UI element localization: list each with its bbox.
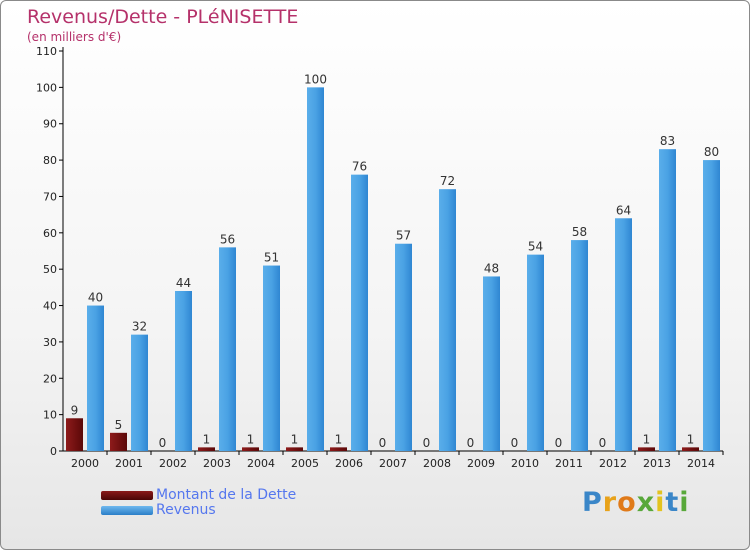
data-label-revenus: 48 (484, 261, 499, 275)
x-tick-label: 2006 (335, 457, 363, 470)
x-tick-label: 2011 (555, 457, 583, 470)
bar-dette (66, 418, 83, 451)
x-tick-label: 2013 (643, 457, 671, 470)
y-tick-label: 10 (43, 409, 57, 422)
logo-letter: i (655, 487, 666, 518)
y-tick-label: 30 (43, 336, 57, 349)
legend-item-revenus: Revenus (101, 502, 216, 518)
legend-item-dette: Montant de la Dette (101, 487, 296, 503)
bar-dette (286, 447, 303, 451)
legend-swatch-dette (101, 490, 153, 500)
data-label-dette: 0 (159, 436, 167, 450)
x-tick-label: 2010 (511, 457, 539, 470)
bar-revenus (659, 149, 676, 451)
x-tick-label: 2007 (379, 457, 407, 470)
logo-letter: o (617, 487, 637, 518)
x-tick-label: 2008 (423, 457, 451, 470)
data-label-revenus: 54 (528, 240, 543, 254)
legend-swatch-revenus (101, 505, 153, 515)
x-tick-label: 2012 (599, 457, 627, 470)
y-tick-label: 90 (43, 118, 57, 131)
bar-revenus (87, 305, 104, 451)
y-tick-label: 100 (36, 81, 57, 94)
x-tick-label: 2001 (115, 457, 143, 470)
data-label-dette: 0 (599, 436, 607, 450)
data-label-revenus: 51 (264, 251, 279, 265)
x-tick-label: 2009 (467, 457, 495, 470)
logo-letter: P (582, 487, 603, 518)
x-tick-label: 2003 (203, 457, 231, 470)
x-tick-label: 2002 (159, 457, 187, 470)
data-label-dette: 9 (71, 403, 79, 417)
bar-revenus (483, 276, 500, 451)
data-label-dette: 1 (687, 432, 695, 446)
bar-revenus (263, 265, 280, 451)
data-label-dette: 0 (423, 436, 431, 450)
y-tick-label: 0 (50, 445, 57, 458)
data-label-dette: 1 (643, 432, 651, 446)
bar-revenus (351, 174, 368, 452)
bar-dette (638, 447, 655, 451)
chart-subtitle: (en milliers d'€) (27, 30, 122, 44)
x-tick-label: 2000 (71, 457, 99, 470)
bar-revenus (131, 334, 148, 451)
data-label-revenus: 72 (440, 174, 455, 188)
bar-dette (198, 447, 215, 451)
bar-revenus (527, 254, 544, 451)
data-label-revenus: 40 (88, 291, 103, 305)
y-tick-label: 60 (43, 227, 57, 240)
data-label-revenus: 32 (132, 320, 147, 334)
data-label-revenus: 57 (396, 229, 411, 243)
y-tick-label: 70 (43, 190, 57, 203)
data-label-dette: 0 (379, 436, 387, 450)
data-label-revenus: 58 (572, 225, 587, 239)
legend-label-dette: Montant de la Dette (156, 487, 297, 503)
y-tick-label: 20 (43, 372, 57, 385)
x-tick-label: 2004 (247, 457, 275, 470)
bar-revenus (571, 240, 588, 451)
proxiti-logo: Proxiti (582, 487, 690, 518)
bar-revenus (703, 160, 720, 451)
data-label-dette: 0 (511, 436, 519, 450)
data-label-revenus: 44 (176, 276, 191, 290)
bar-dette (682, 447, 699, 451)
data-label-dette: 1 (291, 432, 299, 446)
y-tick-label: 50 (43, 263, 57, 276)
y-tick-label: 80 (43, 154, 57, 167)
bar-dette (110, 432, 127, 451)
bar-revenus (439, 189, 456, 451)
data-label-dette: 0 (467, 436, 475, 450)
data-label-dette: 0 (555, 436, 563, 450)
logo-letter: r (602, 487, 618, 518)
data-label-dette: 1 (203, 432, 211, 446)
data-label-revenus: 64 (616, 203, 631, 217)
data-label-revenus: 80 (704, 145, 719, 159)
bar-revenus (307, 87, 324, 451)
data-label-revenus: 83 (660, 134, 675, 148)
logo-letter: t (665, 487, 680, 518)
data-label-dette: 1 (247, 432, 255, 446)
bar-dette (242, 447, 259, 451)
bar-revenus (615, 218, 632, 451)
data-label-dette: 1 (335, 432, 343, 446)
data-label-revenus: 100 (304, 72, 327, 86)
bar-revenus (175, 291, 192, 451)
logo-letter: x (636, 487, 656, 518)
y-tick-label: 110 (36, 45, 57, 58)
data-label-dette: 5 (115, 418, 123, 432)
logo-letter: i (679, 487, 690, 518)
x-tick-label: 2014 (687, 457, 715, 470)
bar-revenus (395, 243, 412, 451)
data-label-revenus: 56 (220, 232, 235, 246)
y-tick-label: 40 (43, 300, 57, 313)
legend-label-revenus: Revenus (156, 502, 216, 518)
bar-dette (330, 447, 347, 451)
x-tick-label: 2005 (291, 457, 319, 470)
chart-title: Revenus/Dette - PLéNISETTE (27, 6, 299, 28)
bar-revenus (219, 247, 236, 451)
data-label-revenus: 76 (352, 160, 367, 174)
